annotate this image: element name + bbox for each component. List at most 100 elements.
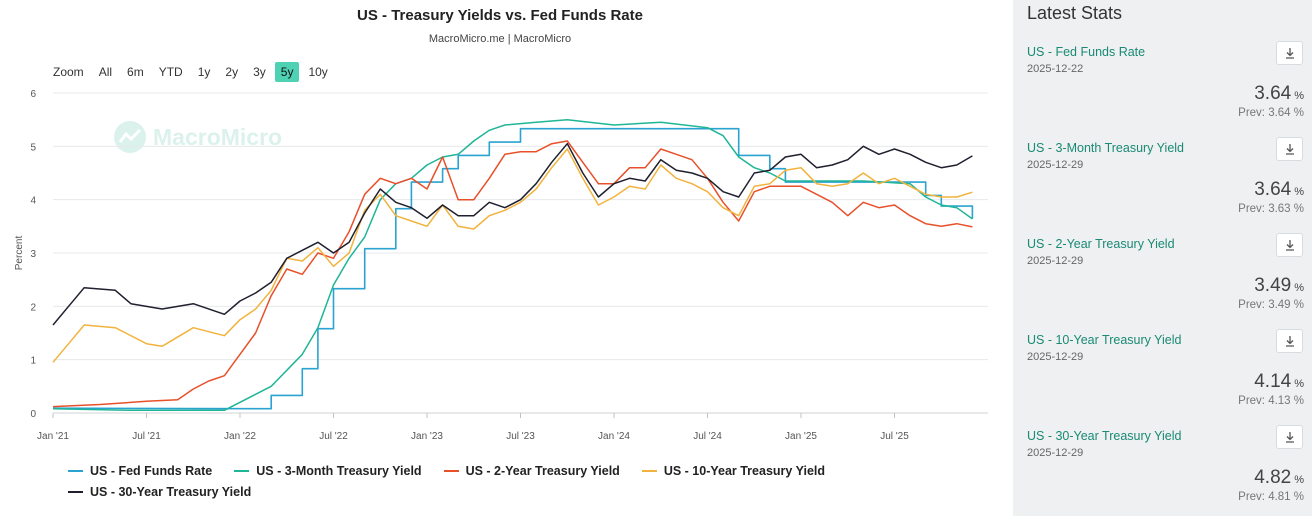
stat-value-unit: %: [1294, 474, 1304, 486]
stat-prev: Prev: 4.13 %: [1238, 395, 1304, 407]
stat-card-10y[interactable]: US - 10-Year Treasury Yield 2025-12-29 4…: [1013, 329, 1312, 429]
stat-card-2y[interactable]: US - 2-Year Treasury Yield 2025-12-29 3.…: [1013, 233, 1312, 333]
stat-value: 4.14%: [1254, 371, 1304, 393]
zoom-button-all[interactable]: All: [98, 65, 113, 79]
stat-card-fed-funds[interactable]: US - Fed Funds Rate 2025-12-22 3.64% Pre…: [1013, 41, 1312, 141]
y-tick-label: 1: [30, 356, 36, 367]
x-tick-label: Jan '24: [598, 431, 630, 442]
stat-value-unit: %: [1294, 282, 1304, 294]
zoom-button-10y[interactable]: 10y: [308, 65, 328, 79]
stat-card-3m[interactable]: US - 3-Month Treasury Yield 2025-12-29 3…: [1013, 137, 1312, 237]
watermark-logo-icon: [114, 121, 146, 153]
x-tick-label: Jan '21: [37, 431, 69, 442]
download-button[interactable]: [1276, 41, 1303, 65]
legend-item-fed-funds[interactable]: US - Fed Funds Rate: [68, 464, 212, 478]
download-icon: [1285, 144, 1294, 155]
stat-card-30y[interactable]: US - 30-Year Treasury Yield 2025-12-29 4…: [1013, 425, 1312, 516]
x-tick-label: Jul '25: [880, 431, 909, 442]
watermark: MacroMicro: [113, 120, 282, 154]
stat-date: 2025-12-29: [1027, 255, 1084, 267]
zoom-button-6m[interactable]: 6m: [127, 65, 144, 79]
y-tick-label: 3: [30, 249, 36, 260]
latest-stats-title: Latest Stats: [1027, 3, 1123, 23]
stat-value-unit: %: [1294, 378, 1304, 390]
x-tick-label: Jan '25: [785, 431, 817, 442]
download-button[interactable]: [1276, 137, 1303, 161]
stat-value: 3.64%: [1254, 83, 1304, 105]
stat-date: 2025-12-29: [1027, 159, 1084, 171]
y-tick-label: 4: [30, 196, 36, 207]
x-tick-label: Jul '24: [693, 431, 722, 442]
legend-swatch: [234, 469, 250, 472]
zoom-bar: Zoom All 6m YTD 1y 2y 3y 5y 10y: [53, 61, 337, 83]
stat-value: 3.64%: [1254, 179, 1304, 201]
stat-prev: Prev: 3.64 %: [1238, 107, 1304, 119]
legend-swatch: [68, 490, 83, 493]
zoom-button-3y[interactable]: 3y: [253, 65, 266, 79]
x-tick-label: Jul '21: [132, 431, 161, 442]
stat-value-unit: %: [1294, 186, 1304, 198]
stat-value-number: 3.64: [1254, 83, 1292, 104]
stat-date: 2025-12-22: [1027, 63, 1084, 75]
stat-name[interactable]: US - 2-Year Treasury Yield: [1027, 237, 1175, 251]
download-button[interactable]: [1276, 233, 1303, 257]
legend-item-10y[interactable]: US - 10-Year Treasury Yield: [641, 463, 826, 478]
legend-label: US - Fed Funds Rate: [90, 463, 213, 478]
download-icon: [1285, 336, 1294, 347]
download-button[interactable]: [1276, 425, 1303, 449]
stat-prev: Prev: 3.63 %: [1238, 203, 1304, 215]
legend-label: US - 10-Year Treasury Yield: [663, 463, 826, 478]
chart-legend: US - Fed Funds Rate US - 3-Month Treasur…: [68, 460, 988, 502]
watermark-text: MacroMicro: [153, 123, 283, 150]
zoom-button-2y[interactable]: 2y: [225, 65, 239, 79]
stat-name[interactable]: US - 30-Year Treasury Yield: [1027, 429, 1182, 443]
chart-title: US - Treasury Yields vs. Fed Funds Rate: [357, 7, 643, 24]
stat-prev: Prev: 3.49 %: [1238, 299, 1304, 311]
stat-date: 2025-12-29: [1027, 351, 1084, 363]
legend-label: US - 3-Month Treasury Yield: [256, 463, 422, 478]
stat-value-unit: %: [1294, 90, 1304, 102]
legend-item-30y[interactable]: US - 30-Year Treasury Yield: [68, 485, 251, 499]
download-icon: [1285, 432, 1294, 443]
y-tick-label: 2: [30, 302, 36, 313]
download-button[interactable]: [1276, 329, 1303, 353]
chart-panel: US - Treasury Yields vs. Fed Funds Rate …: [14, 7, 988, 502]
y-tick-label: 6: [30, 89, 36, 100]
stat-date: 2025-12-29: [1027, 447, 1084, 459]
download-icon: [1285, 240, 1294, 251]
chart-subtitle: MacroMicro.me | MacroMicro: [428, 33, 572, 45]
series-line-4: [52, 148, 973, 363]
series-line-2: [52, 118, 973, 412]
legend-label: US - 2-Year Treasury Yield: [465, 463, 620, 478]
series-line-1: [52, 127, 974, 410]
legend-item-3m[interactable]: US - 3-Month Treasury Yield: [234, 463, 422, 478]
x-tick-label: Jan '23: [411, 431, 443, 442]
y-tick-label: 0: [30, 409, 36, 420]
stat-prev: Prev: 4.81 %: [1238, 491, 1304, 503]
stat-value-number: 4.82: [1254, 467, 1292, 488]
y-axis-title: Percent: [14, 236, 25, 271]
series-line-3: [52, 140, 973, 408]
legend-swatch: [68, 469, 83, 472]
legend-item-2y[interactable]: US - 2-Year Treasury Yield: [443, 463, 620, 478]
stat-value-number: 3.64: [1254, 179, 1292, 200]
legend-label: US - 30-Year Treasury Yield: [90, 484, 252, 499]
zoom-button-ytd[interactable]: YTD: [158, 65, 183, 79]
stat-name[interactable]: US - 10-Year Treasury Yield: [1027, 333, 1182, 347]
y-tick-label: 5: [30, 142, 36, 153]
stat-value-number: 4.14: [1254, 371, 1292, 392]
stat-name[interactable]: US - 3-Month Treasury Yield: [1027, 141, 1185, 155]
stat-name[interactable]: US - Fed Funds Rate: [1027, 45, 1146, 59]
download-icon: [1285, 48, 1294, 59]
x-tick-label: Jul '23: [506, 431, 535, 442]
zoom-button-1y[interactable]: 1y: [197, 65, 211, 79]
legend-swatch: [641, 469, 657, 472]
chart-plot: 0 1 2 3 4 5 6 Percent Jan '21 Jul '21 Jan '22 Jul '…: [14, 89, 988, 442]
x-tick-label: Jul '22: [319, 431, 348, 442]
legend-swatch: [443, 469, 459, 472]
stat-value-number: 3.49: [1254, 275, 1292, 296]
x-tick-label: Jan '22: [224, 431, 256, 442]
zoom-button-5y[interactable]: 5y: [274, 62, 300, 82]
stat-value: 3.49%: [1254, 275, 1304, 297]
